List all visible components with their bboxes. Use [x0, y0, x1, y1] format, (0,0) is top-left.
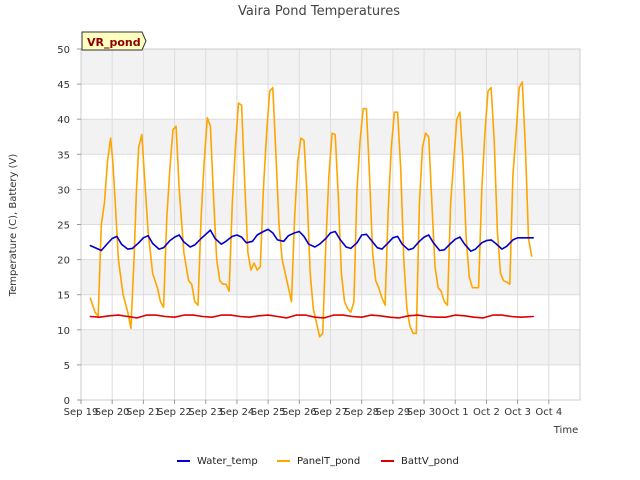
y-tick-label: 10 — [57, 326, 70, 337]
y-tick-label: 35 — [57, 150, 70, 161]
x-tick-label: Oct 1 — [442, 407, 469, 418]
legend: Water_temp PanelT_pond BattV_pond — [177, 456, 459, 467]
site-badge-box — [81, 31, 147, 51]
x-tick-label: Sep 21 — [126, 407, 161, 418]
gridlines — [80, 48, 580, 401]
x-tick-label: Sep 26 — [282, 407, 317, 418]
x-tick-label: Sep 28 — [344, 407, 379, 418]
x-axis-title: Time — [553, 425, 578, 436]
y-tick-label: 30 — [57, 185, 70, 196]
x-tick-label: Sep 19 — [64, 407, 99, 418]
y-axis: 0 5 10 15 20 25 30 35 40 45 50 — [57, 45, 81, 407]
site-badge-label: VR_pond — [87, 36, 141, 49]
y-tick-label: 15 — [57, 291, 70, 302]
x-tick-label: Sep 25 — [251, 407, 286, 418]
series-lines — [89, 81, 535, 338]
x-tick-label: Sep 22 — [157, 407, 192, 418]
x-tick-label: Sep 23 — [188, 407, 223, 418]
x-tick-label: Oct 2 — [473, 407, 500, 418]
y-tick-label: 20 — [57, 256, 70, 267]
x-tick-label: Sep 27 — [313, 407, 348, 418]
series-line-battv-pond — [89, 314, 535, 319]
y-tick-label: 0 — [64, 396, 70, 407]
y-tick-label: 25 — [57, 221, 70, 232]
y-tick-label: 50 — [57, 45, 70, 56]
y-axis-title: Temperature (C), Battery (V) — [8, 154, 19, 298]
y-tick-label: 5 — [64, 361, 70, 372]
site-badge: VR_pond — [81, 31, 147, 51]
x-tick-label: Sep 24 — [220, 407, 255, 418]
chart-title: Vaira Pond Temperatures — [238, 4, 400, 19]
legend-label-water-temp: Water_temp — [197, 456, 258, 467]
x-tick-label: Oct 4 — [535, 407, 562, 418]
x-tick-label: Sep 29 — [375, 407, 410, 418]
legend-label-battv-pond: BattV_pond — [401, 456, 459, 467]
y-tick-label: 45 — [57, 80, 70, 91]
series-line-panelt-pond — [89, 81, 533, 338]
x-tick-label: Oct 3 — [504, 407, 531, 418]
series-line-water-temp — [89, 228, 535, 252]
legend-label-panelt-pond: PanelT_pond — [297, 456, 360, 467]
y-tick-label: 40 — [57, 115, 70, 126]
x-tick-label: Sep 30 — [407, 407, 442, 418]
x-tick-label: Sep 20 — [95, 407, 130, 418]
